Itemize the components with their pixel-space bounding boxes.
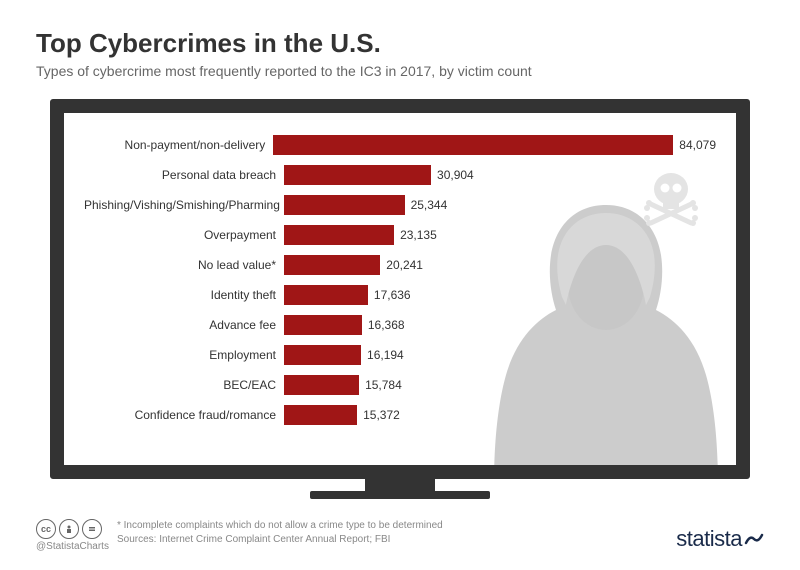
footer: cc @StatistaCharts * Incomplete complain… bbox=[36, 519, 764, 552]
bar-value: 84,079 bbox=[679, 138, 716, 152]
bar-value: 17,636 bbox=[374, 288, 411, 302]
bar bbox=[284, 375, 359, 395]
infographic-container: Top Cybercrimes in the U.S. Types of cyb… bbox=[0, 0, 800, 570]
footnote: * Incomplete complaints which do not all… bbox=[117, 519, 443, 533]
bar-label: Advance fee bbox=[84, 318, 284, 332]
bar-value: 15,372 bbox=[363, 408, 400, 422]
cc-license-icons: cc bbox=[36, 519, 109, 539]
bar-label: Phishing/Vishing/Smishing/Pharming bbox=[84, 198, 284, 212]
bar bbox=[284, 405, 357, 425]
cc-nd-icon bbox=[82, 519, 102, 539]
chart-row: Overpayment 23,135 bbox=[84, 223, 716, 247]
chart-subtitle: Types of cybercrime most frequently repo… bbox=[36, 63, 764, 79]
bar bbox=[284, 255, 380, 275]
bar-label: Overpayment bbox=[84, 228, 284, 242]
statista-wave-icon bbox=[744, 529, 764, 549]
brand-text: statista bbox=[676, 526, 742, 552]
bar-wrap: 16,194 bbox=[284, 345, 716, 365]
bar-wrap: 15,784 bbox=[284, 375, 716, 395]
bar-label: Identity theft bbox=[84, 288, 284, 302]
monitor-screen: Non-payment/non-delivery 84,079 Personal d… bbox=[64, 113, 736, 465]
bar bbox=[284, 195, 405, 215]
chart-title: Top Cybercrimes in the U.S. bbox=[36, 28, 764, 59]
bar-label: No lead value* bbox=[84, 258, 284, 272]
bar-wrap: 25,344 bbox=[284, 195, 716, 215]
footer-text: * Incomplete complaints which do not all… bbox=[117, 519, 443, 547]
chart-row: Phishing/Vishing/Smishing/Pharming 25,344 bbox=[84, 193, 716, 217]
bar-value: 25,344 bbox=[411, 198, 448, 212]
chart-row: Confidence fraud/romance 15,372 bbox=[84, 403, 716, 427]
bar bbox=[284, 345, 361, 365]
chart-row: No lead value* 20,241 bbox=[84, 253, 716, 277]
bar bbox=[284, 315, 362, 335]
bar-value: 16,368 bbox=[368, 318, 405, 332]
chart-row: Identity theft 17,636 bbox=[84, 283, 716, 307]
chart-row: Personal data breach 30,904 bbox=[84, 163, 716, 187]
bar bbox=[284, 285, 368, 305]
bar-label: Non-payment/non-delivery bbox=[84, 138, 273, 152]
cc-icon: cc bbox=[36, 519, 56, 539]
bar-value: 23,135 bbox=[400, 228, 437, 242]
chart-row: Employment 16,194 bbox=[84, 343, 716, 367]
bar-wrap: 23,135 bbox=[284, 225, 716, 245]
bar-chart: Non-payment/non-delivery 84,079 Personal d… bbox=[84, 133, 716, 427]
bar-label: Employment bbox=[84, 348, 284, 362]
bar bbox=[273, 135, 673, 155]
bar-label: Confidence fraud/romance bbox=[84, 408, 284, 422]
bar-wrap: 15,372 bbox=[284, 405, 716, 425]
bar-wrap: 16,368 bbox=[284, 315, 716, 335]
monitor-base bbox=[310, 491, 490, 499]
bar-wrap: 20,241 bbox=[284, 255, 716, 275]
bar-wrap: 84,079 bbox=[273, 135, 716, 155]
bar-value: 20,241 bbox=[386, 258, 423, 272]
twitter-handle: @StatistaCharts bbox=[36, 541, 109, 552]
sources: Sources: Internet Crime Complaint Center… bbox=[117, 533, 443, 547]
bar bbox=[284, 165, 431, 185]
bar-wrap: 30,904 bbox=[284, 165, 716, 185]
chart-row: BEC/EAC 15,784 bbox=[84, 373, 716, 397]
cc-by-icon bbox=[59, 519, 79, 539]
statista-logo: statista bbox=[676, 526, 764, 552]
bar-label: BEC/EAC bbox=[84, 378, 284, 392]
bar-value: 15,784 bbox=[365, 378, 402, 392]
chart-row: Non-payment/non-delivery 84,079 bbox=[84, 133, 716, 157]
chart-row: Advance fee 16,368 bbox=[84, 313, 716, 337]
bar-wrap: 17,636 bbox=[284, 285, 716, 305]
bar bbox=[284, 225, 394, 245]
bar-value: 16,194 bbox=[367, 348, 404, 362]
bar-value: 30,904 bbox=[437, 168, 474, 182]
footer-left: cc @StatistaCharts * Incomplete complain… bbox=[36, 519, 443, 552]
monitor-frame: Non-payment/non-delivery 84,079 Personal d… bbox=[50, 99, 750, 479]
bar-label: Personal data breach bbox=[84, 168, 284, 182]
